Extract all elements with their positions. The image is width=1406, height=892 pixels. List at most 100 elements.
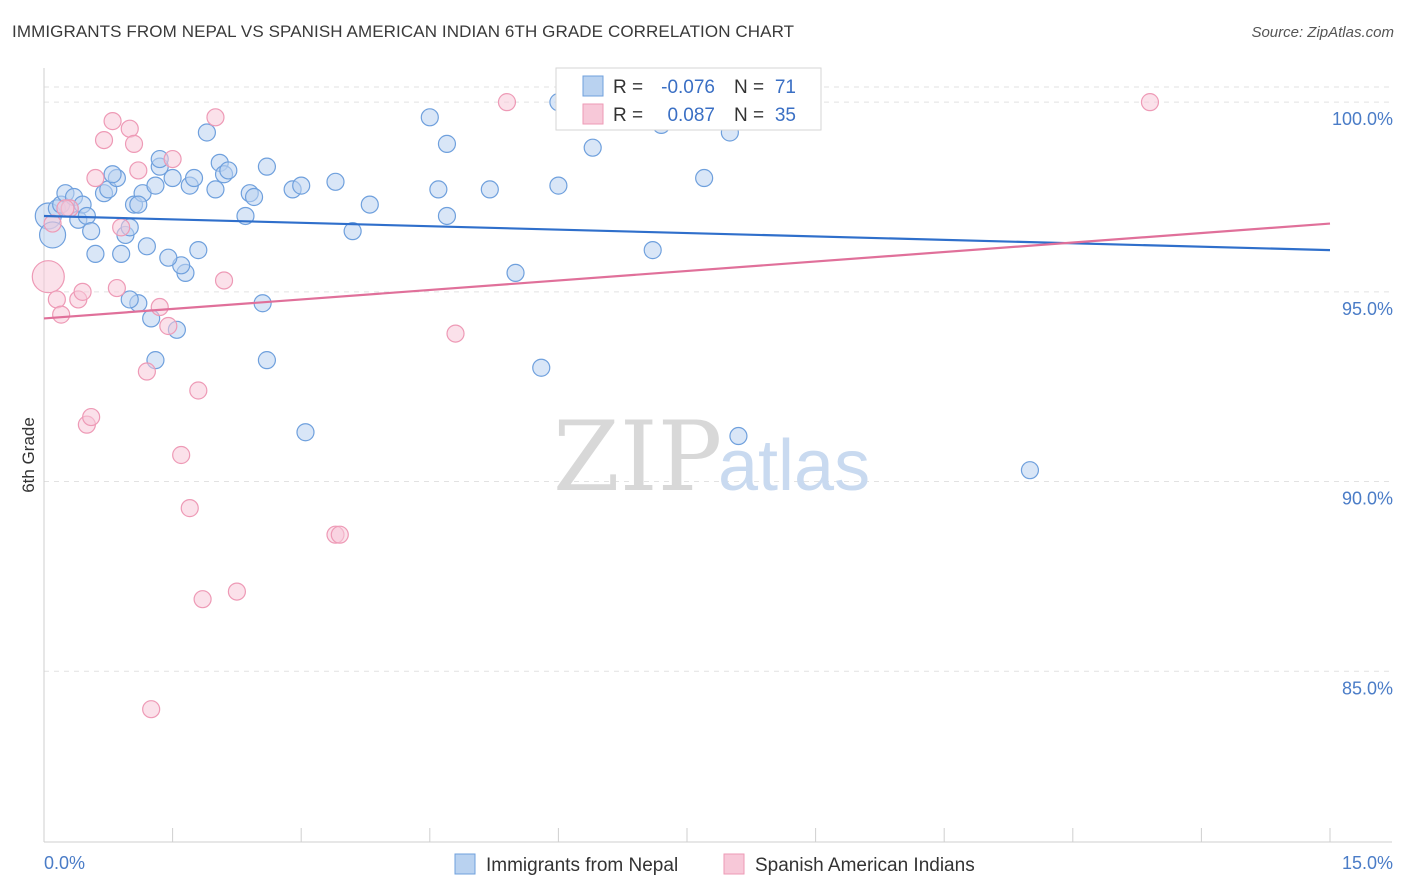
point-nepal: [326, 172, 345, 191]
point-spanish: [129, 161, 148, 180]
point-nepal: [506, 263, 525, 282]
stats-n-value-spanish: 35: [775, 105, 796, 126]
point-spanish: [43, 214, 62, 233]
point-spanish: [142, 700, 161, 719]
point-nepal: [437, 134, 457, 153]
point-spanish: [120, 119, 139, 138]
point-spanish: [112, 218, 131, 237]
gridlines: [44, 86, 1392, 672]
point-spanish: [124, 134, 144, 153]
y-tick-label: 90.0%: [1342, 489, 1393, 509]
trend-line-spanish: [43, 222, 1331, 320]
point-nepal: [82, 222, 101, 241]
point-nepal: [292, 176, 311, 195]
point-nepal: [532, 358, 551, 377]
point-spanish: [193, 590, 212, 609]
point-spanish: [47, 290, 66, 309]
point-spanish: [94, 130, 114, 150]
legend-label-spanish: Spanish American Indians: [755, 855, 975, 876]
point-nepal: [112, 244, 131, 264]
point-nepal: [103, 165, 122, 184]
point-spanish: [86, 168, 105, 188]
point-spanish: [214, 271, 234, 290]
trend-lines: [43, 214, 1331, 320]
point-spanish: [497, 93, 517, 112]
x-tick-label: 15.0%: [1342, 853, 1393, 873]
point-nepal: [1020, 461, 1040, 480]
point-nepal: [583, 138, 602, 157]
x-tick-label: 0.0%: [44, 853, 85, 873]
point-spanish: [82, 407, 101, 427]
x-tick-labels: 0.0% 15.0%: [44, 853, 1393, 873]
stats-legend: R = -0.076 N = 71 R = 0.087 N = 35: [555, 67, 822, 131]
watermark-zip: ZIP: [553, 401, 722, 513]
stats-r-label-nepal: R =: [613, 77, 643, 98]
point-spanish: [180, 499, 199, 518]
y-tick-label: 85.0%: [1342, 678, 1393, 698]
point-spanish: [137, 362, 156, 381]
chart-source: Source: ZipAtlas.com: [1251, 24, 1394, 41]
stats-r-label-spanish: R =: [613, 105, 643, 126]
point-nepal: [129, 195, 148, 214]
data-points: [31, 93, 1160, 719]
trend-line-nepal: [43, 214, 1331, 252]
point-spanish: [150, 297, 169, 317]
point-nepal: [159, 248, 178, 267]
stats-n-label-nepal: N =: [734, 77, 764, 98]
point-spanish: [107, 278, 126, 298]
point-spanish: [56, 199, 75, 218]
point-nepal: [86, 244, 105, 264]
point-nepal: [206, 180, 225, 199]
point-nepal: [197, 123, 216, 142]
point-spanish: [330, 525, 349, 544]
point-nepal: [184, 168, 204, 188]
point-spanish: [159, 316, 178, 336]
point-spanish: [227, 582, 246, 601]
chart-title: IMMIGRANTS FROM NEPAL VS SPANISH AMERICA…: [12, 22, 795, 41]
point-spanish: [31, 260, 65, 294]
y-tick-label: 100.0%: [1332, 109, 1393, 129]
point-nepal: [643, 241, 662, 260]
point-nepal: [420, 108, 439, 127]
point-nepal: [219, 161, 238, 180]
point-nepal: [480, 180, 499, 199]
point-nepal: [549, 176, 568, 195]
point-spanish: [206, 108, 225, 127]
stats-r-value-spanish: 0.087: [667, 105, 715, 126]
stats-r-value-nepal: -0.076: [661, 77, 715, 98]
point-nepal: [137, 237, 156, 256]
point-nepal: [146, 176, 165, 195]
stats-legend-swatch-spanish: [582, 103, 604, 125]
point-nepal: [695, 168, 714, 188]
point-spanish: [172, 445, 191, 465]
stats-n-value-nepal: 71: [775, 77, 796, 98]
point-nepal: [189, 241, 208, 260]
point-nepal: [257, 351, 277, 370]
point-nepal: [343, 222, 362, 241]
legend-swatch-nepal: [454, 853, 476, 875]
point-nepal: [120, 290, 139, 309]
point-nepal: [257, 157, 277, 176]
point-nepal: [244, 187, 264, 207]
point-nepal: [429, 180, 448, 199]
point-nepal: [729, 426, 748, 446]
point-spanish: [103, 112, 122, 131]
legend-swatch-spanish: [723, 853, 745, 875]
legend-label-nepal: Immigrants from Nepal: [486, 855, 678, 876]
point-nepal: [360, 195, 379, 214]
y-tick-label: 95.0%: [1342, 299, 1393, 319]
point-spanish: [189, 381, 208, 400]
y-axis-label: 6th Grade: [19, 417, 38, 493]
stats-n-label-spanish: N =: [734, 105, 764, 126]
y-tick-labels: 100.0% 95.0% 90.0% 85.0%: [1332, 109, 1393, 698]
point-spanish: [163, 149, 182, 169]
stats-legend-swatch-nepal: [582, 75, 604, 97]
watermark: ZIP atlas: [553, 401, 870, 513]
point-spanish: [52, 305, 71, 324]
point-spanish: [446, 324, 465, 343]
point-nepal: [296, 423, 315, 442]
axes: [43, 68, 1392, 843]
bottom-legend: Immigrants from Nepal Spanish American I…: [454, 853, 975, 876]
point-spanish: [1140, 93, 1160, 112]
